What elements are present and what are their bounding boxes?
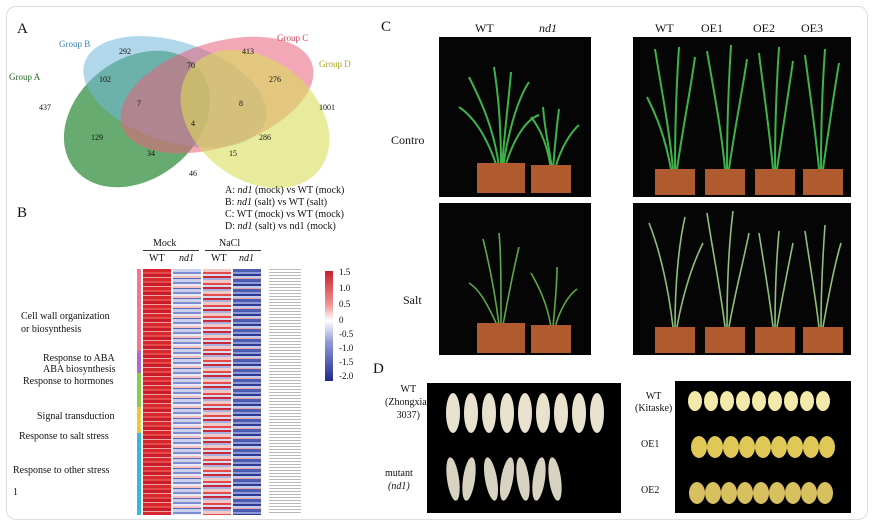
category-bar: [137, 433, 141, 515]
column-nd1-nacl: nd1: [239, 253, 254, 264]
category-bar: [137, 407, 141, 433]
category-label: or biosynthesis: [21, 324, 82, 335]
panel-a-letter: A: [17, 21, 28, 37]
row-label-salt: Salt: [403, 293, 422, 307]
venn-count: 1001: [319, 103, 335, 112]
venn-label-group-a: Group A: [9, 72, 41, 82]
category-label: ABA biosynthesis: [43, 364, 116, 375]
category-label: Response to hormones: [23, 376, 114, 387]
venn-label-group-c: Group C: [277, 33, 309, 43]
column-label: OE2: [753, 21, 775, 35]
seed-label-mutant: mutant (nd1): [385, 468, 413, 492]
column-wt-nacl: WT: [211, 253, 227, 264]
venn-count: 437: [39, 103, 51, 112]
category-bar: [137, 269, 141, 351]
category-label: Cell wall organization: [21, 311, 110, 322]
heatmap-column-nd1-mock: [173, 269, 201, 515]
condition-mock: Mock: [153, 238, 177, 249]
scale-tick: -2.0: [339, 371, 354, 381]
seed-label-kitaske: WT (Kitaske): [635, 391, 673, 414]
column-label: WT: [475, 21, 494, 35]
panel-c-letter: C: [381, 19, 392, 35]
scale-tick: -1.5: [339, 357, 354, 367]
side-mark: 1: [13, 487, 18, 498]
column-label: OE1: [701, 21, 723, 35]
divider: [205, 250, 261, 251]
scale-tick: 1.5: [339, 267, 351, 277]
venn-label-group-d: Group D: [319, 59, 351, 69]
scale-tick: 1.0: [339, 283, 351, 293]
legend-line: C: WT (mock) vs WT (mock): [225, 209, 344, 220]
seed-label-oe1: OE1: [641, 439, 660, 450]
category-label: Response to ABA: [43, 353, 115, 364]
photo-control-oe-lines: [633, 37, 851, 197]
category-label: Response to other stress: [13, 465, 110, 476]
seed-label-oe2: OE2: [641, 485, 660, 496]
scale-tick: -1.0: [339, 343, 354, 353]
heatmap-column-nd1-nacl: [233, 269, 261, 515]
column-label: nd1: [539, 21, 557, 35]
column-label: OE3: [801, 21, 823, 35]
venn-ellipse-d: [180, 49, 330, 189]
column-label: WT: [655, 21, 674, 35]
category-label: Response to salt stress: [19, 431, 109, 442]
condition-nacl: NaCl: [219, 238, 241, 249]
column-wt-mock: WT: [149, 253, 165, 264]
scale-tick: 0.5: [339, 299, 351, 309]
venn-diagram: [63, 36, 330, 189]
figure-frame: A Group B Group C Group A Group D 292 41…: [6, 6, 868, 520]
venn-legend: A: nd1 (mock) vs WT (mock) B: nd1 (salt)…: [225, 185, 344, 233]
heatmap-column-wt-mock: [143, 269, 171, 515]
venn-count: 276: [269, 75, 281, 84]
row-label-control: Contro: [391, 133, 425, 147]
category-label: Signal transduction: [37, 411, 115, 422]
venn-count: 413: [242, 47, 254, 56]
venn-count: 4: [191, 119, 195, 128]
venn-count: 292: [119, 47, 131, 56]
seed-photo-oe-lines: [675, 381, 851, 513]
venn-count: 70: [187, 61, 195, 70]
photo-salt-wt-nd1: [439, 203, 591, 355]
photo-salt-oe-lines: [633, 203, 851, 355]
panel-b-letter: B: [17, 205, 28, 221]
venn-count: 34: [147, 149, 155, 158]
venn-count: 129: [91, 133, 103, 142]
seed-label-wt: WT (Zhongxian 3037): [385, 384, 432, 421]
legend-line: D: nd1 (salt) vs nd1 (mock): [225, 221, 336, 232]
gene-id-list: [269, 269, 301, 513]
scale-tick: -0.5: [339, 329, 354, 339]
panel-d-letter: D: [373, 361, 384, 377]
venn-count: 102: [99, 75, 111, 84]
category-bar: [137, 351, 141, 373]
divider: [143, 250, 199, 251]
column-nd1-mock: nd1: [179, 253, 194, 264]
legend-line: A: nd1 (mock) vs WT (mock): [225, 185, 345, 196]
legend-line: B: nd1 (salt) vs WT (salt): [225, 197, 328, 208]
scale-tick: 0: [339, 315, 344, 325]
color-scale-bar: [325, 271, 333, 381]
venn-count: 7: [137, 99, 141, 108]
venn-count: 46: [189, 169, 197, 178]
venn-label-group-b: Group B: [59, 39, 91, 49]
category-bar: [137, 373, 141, 407]
seed-photo-wt-mutant: [427, 383, 621, 513]
photo-control-wt-nd1: [439, 37, 591, 197]
venn-count: 286: [259, 133, 271, 142]
venn-count: 8: [239, 99, 243, 108]
heatmap-column-wt-nacl: [203, 269, 231, 515]
venn-count: 15: [229, 149, 237, 158]
